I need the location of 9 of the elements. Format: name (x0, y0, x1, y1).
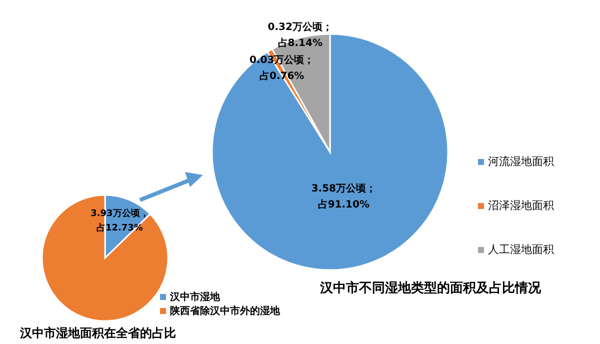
legend-label: 沼泽湿地面积 (488, 199, 554, 212)
legend-label: 人工湿地面积 (488, 243, 554, 256)
legend-label: 陕西省除汉中市外的湿地 (170, 305, 281, 317)
legend-label: 汉中市湿地 (169, 291, 221, 303)
data-label: 0.32万公顷；占8.14% (268, 20, 332, 49)
legend-label: 河流湿地面积 (488, 155, 554, 168)
text: 汉中市不同湿地类型的面积及占比情况 (319, 280, 542, 296)
data-label: 3.58万公顷；占91.10% (311, 182, 376, 211)
text: 汉中市湿地面积在全省的占比 (19, 326, 176, 340)
